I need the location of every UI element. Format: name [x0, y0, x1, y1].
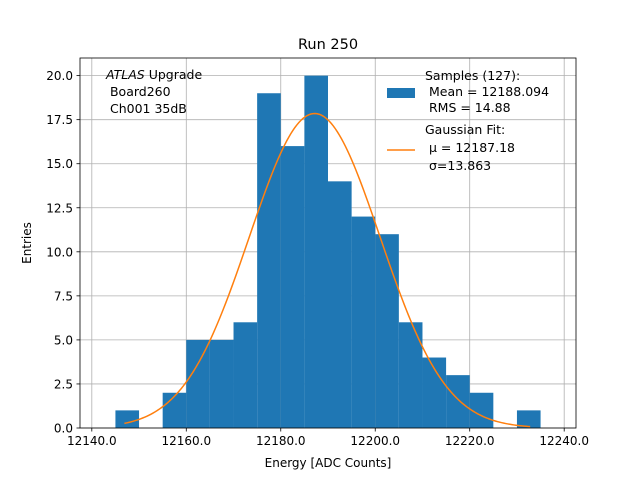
- y-tick-label: 17.5: [46, 113, 73, 127]
- plot-frame: [79, 57, 577, 429]
- x-axis-label: Energy [ADC Counts]: [265, 456, 392, 470]
- y-axis-label: Entries: [20, 222, 34, 264]
- legend: Samples (127): Mean = 12188.094 RMS = 14…: [387, 68, 549, 173]
- histogram-bar: [162, 392, 187, 428]
- x-tick-label: 12140.0: [67, 434, 117, 448]
- histogram-bar: [186, 339, 210, 428]
- histogram-bar: [257, 93, 281, 428]
- histogram-bar: [351, 216, 376, 428]
- legend-swatch-samples: [387, 88, 415, 98]
- y-tick-label: 0.0: [54, 422, 73, 436]
- y-tick-label: 20.0: [46, 69, 73, 83]
- annotation-line-2: Board260: [106, 84, 171, 99]
- x-tick-label: 12180.0: [256, 434, 306, 448]
- histogram-bar: [280, 146, 305, 428]
- x-tick-label: 12160.0: [161, 434, 211, 448]
- y-tick-label: 5.0: [54, 333, 73, 347]
- y-tick-label: 12.5: [46, 201, 73, 215]
- x-tick-label: 12240.0: [539, 434, 589, 448]
- x-tick-label: 12200.0: [350, 434, 400, 448]
- legend-fit-line-3: σ=13.863: [425, 158, 491, 173]
- histogram-bar: [422, 357, 447, 428]
- histogram-bar: [115, 410, 140, 428]
- legend-samples-line-3: RMS = 14.88: [425, 100, 511, 115]
- histogram-bar: [516, 410, 541, 428]
- legend-fit-line-1: Gaussian Fit:: [425, 122, 505, 137]
- histogram-bar: [375, 234, 399, 428]
- y-tick-label: 15.0: [46, 157, 73, 171]
- histogram-bar: [469, 392, 494, 428]
- annotation-line-1: ATLAS Upgrade: [105, 67, 202, 82]
- x-tick-label: 12220.0: [445, 434, 495, 448]
- x-axis-ticks: 12140.0 12160.0 12180.0 12200.0 12220.0 12240…: [67, 428, 589, 448]
- histogram-bar: [304, 75, 328, 428]
- legend-samples-line-1: Samples (127):: [425, 68, 520, 83]
- histogram-bar: [233, 322, 258, 428]
- histogram-bar: [446, 375, 470, 428]
- histogram-bars: [115, 75, 541, 428]
- y-tick-label: 7.5: [54, 289, 73, 303]
- atlas-annotation: ATLAS Upgrade Board260 Ch001 35dB: [105, 67, 202, 116]
- histogram-bar: [328, 181, 352, 428]
- y-tick-label: 10.0: [46, 245, 73, 259]
- histogram-bar: [398, 322, 423, 428]
- upgrade-label: Upgrade: [145, 67, 203, 82]
- chart-title: Run 250: [298, 37, 358, 53]
- histogram-bar: [209, 339, 234, 428]
- legend-samples-line-2: Mean = 12188.094: [425, 84, 549, 99]
- annotation-line-3: Ch001 35dB: [106, 101, 187, 116]
- legend-fit-line-2: μ = 12187.18: [425, 140, 515, 155]
- y-tick-label: 2.5: [54, 377, 73, 391]
- atlas-italic-label: ATLAS: [105, 67, 145, 82]
- y-axis-ticks: 0.0 2.5 5.0 7.5 10.0 12.5 15.0 17.5 20.0: [46, 69, 80, 436]
- gaussian-fit-line: [124, 112, 531, 428]
